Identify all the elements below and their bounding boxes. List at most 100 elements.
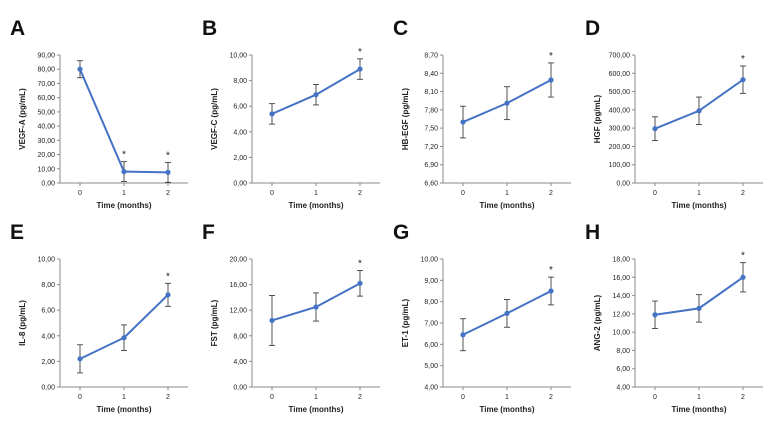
chart-panel-h: H 4,00 6,00 8,00 10,00 12,00 14,00 16,00 18,00 0 1… (585, 221, 763, 414)
panel-letter: C (393, 17, 408, 40)
y-tick-label: 600,00 (609, 71, 631, 78)
y-tick-label: 300,00 (609, 126, 631, 133)
panel-letter: D (585, 17, 600, 40)
x-tick-label: 1 (314, 394, 318, 401)
panel-letter: E (10, 221, 24, 244)
x-axis-label: Time (months) (289, 201, 344, 210)
data-point (548, 288, 554, 294)
y-tick-label: 12,00 (229, 308, 247, 315)
data-point (121, 169, 127, 175)
x-axis-label: Time (months) (289, 405, 344, 414)
x-tick-label: 2 (741, 190, 745, 197)
y-tick-label: 8,10 (424, 89, 438, 96)
y-tick-label: 400,00 (609, 107, 631, 114)
y-tick-label: 8,40 (424, 71, 438, 78)
x-tick-label: 0 (270, 394, 274, 401)
y-tick-label: 8,70 (424, 53, 438, 60)
y-tick-label: 4,00 (41, 333, 55, 340)
data-point (269, 111, 275, 117)
data-point (77, 356, 83, 362)
y-tick-label: 0,00 (616, 181, 630, 188)
x-tick-label: 1 (122, 190, 126, 197)
y-tick-label: 6,60 (424, 181, 438, 188)
x-tick-label: 0 (270, 190, 274, 197)
significance-star: * (358, 259, 362, 270)
data-point (504, 310, 510, 316)
y-tick-label: 90,00 (37, 53, 55, 60)
data-point (548, 77, 554, 83)
significance-star: * (741, 54, 745, 65)
y-tick-label: 7,50 (424, 126, 438, 133)
y-tick-label: 2,00 (41, 359, 55, 366)
chart-panel-d: D 0,00 100,00 200,00 300,00 400,00 500,00 600,0… (585, 17, 763, 210)
y-tick-label: 500,00 (609, 89, 631, 96)
y-tick-label: 80,00 (37, 67, 55, 74)
y-axis-label: HB-EGF (pg/mL) (401, 88, 410, 151)
chart-panel-b: B 0,00 2,00 4,00 6,00 8,00 10,00 0 1 2 Time (month… (202, 17, 380, 210)
data-point (652, 126, 658, 132)
x-tick-label: 1 (122, 394, 126, 401)
data-point (269, 317, 275, 324)
y-tick-label: 6,00 (233, 104, 247, 111)
x-tick-label: 0 (78, 394, 82, 401)
data-point (740, 77, 746, 83)
x-tick-label: 0 (461, 190, 465, 197)
x-tick-label: 1 (505, 394, 509, 401)
x-axis-label: Time (months) (480, 201, 535, 210)
chart-panel-g: G 4,00 5,00 6,00 7,00 8,00 9,00 10,00 0 1 2 Time (m… (393, 221, 571, 414)
y-tick-label: 7,00 (424, 321, 438, 328)
panel-letter: H (585, 221, 600, 244)
data-point (121, 335, 127, 341)
x-tick-label: 2 (358, 190, 362, 197)
chart-panel-c: C 6,60 6,90 7,20 7,50 7,80 8,10 8,40 8,70 0 1 2 Time… (393, 17, 571, 210)
panel-letter: B (202, 17, 217, 40)
y-axis-label: HGF (pg/mL) (593, 94, 602, 143)
x-tick-label: 0 (78, 190, 82, 197)
y-tick-label: 4,00 (616, 385, 630, 392)
y-tick-label: 0,00 (233, 181, 247, 188)
y-tick-label: 700,00 (609, 53, 631, 60)
y-tick-label: 5,00 (424, 363, 438, 370)
significance-star: * (166, 150, 170, 161)
y-tick-label: 20,00 (37, 152, 55, 159)
y-tick-label: 20,00 (229, 257, 247, 264)
data-point (740, 274, 746, 280)
x-tick-label: 2 (741, 394, 745, 401)
y-tick-label: 40,00 (37, 124, 55, 131)
data-point (696, 108, 702, 114)
y-tick-label: 10,00 (612, 330, 630, 337)
y-tick-label: 10,00 (229, 53, 247, 60)
data-point (460, 332, 466, 338)
y-tick-label: 200,00 (609, 144, 631, 151)
y-tick-label: 6,90 (424, 162, 438, 169)
y-tick-label: 4,00 (233, 129, 247, 136)
x-tick-label: 0 (653, 190, 657, 197)
y-tick-label: 14,00 (612, 293, 630, 300)
data-point (165, 169, 171, 175)
x-tick-label: 1 (505, 190, 509, 197)
y-tick-label: 60,00 (37, 95, 55, 102)
y-tick-label: 30,00 (37, 138, 55, 145)
y-tick-label: 0,00 (41, 385, 55, 392)
y-tick-label: 8,00 (233, 333, 247, 340)
y-tick-label: 50,00 (37, 109, 55, 116)
data-point (357, 280, 363, 286)
y-tick-label: 4,00 (233, 359, 247, 366)
x-axis-label: Time (months) (97, 405, 152, 414)
data-point (357, 66, 363, 72)
y-tick-label: 16,00 (229, 282, 247, 289)
x-axis-label: Time (months) (97, 201, 152, 210)
significance-star: * (549, 265, 553, 276)
y-tick-label: 7,80 (424, 107, 438, 114)
data-point (460, 119, 466, 125)
y-tick-label: 10,00 (420, 257, 438, 264)
x-tick-label: 0 (461, 394, 465, 401)
y-axis-label: FST (pg/mL) (210, 299, 219, 346)
y-tick-label: 2,00 (233, 155, 247, 162)
significance-star: * (122, 150, 126, 161)
y-tick-label: 4,00 (424, 385, 438, 392)
y-tick-label: 10,00 (37, 166, 55, 173)
y-tick-label: 8,00 (616, 348, 630, 355)
data-point (313, 92, 319, 98)
